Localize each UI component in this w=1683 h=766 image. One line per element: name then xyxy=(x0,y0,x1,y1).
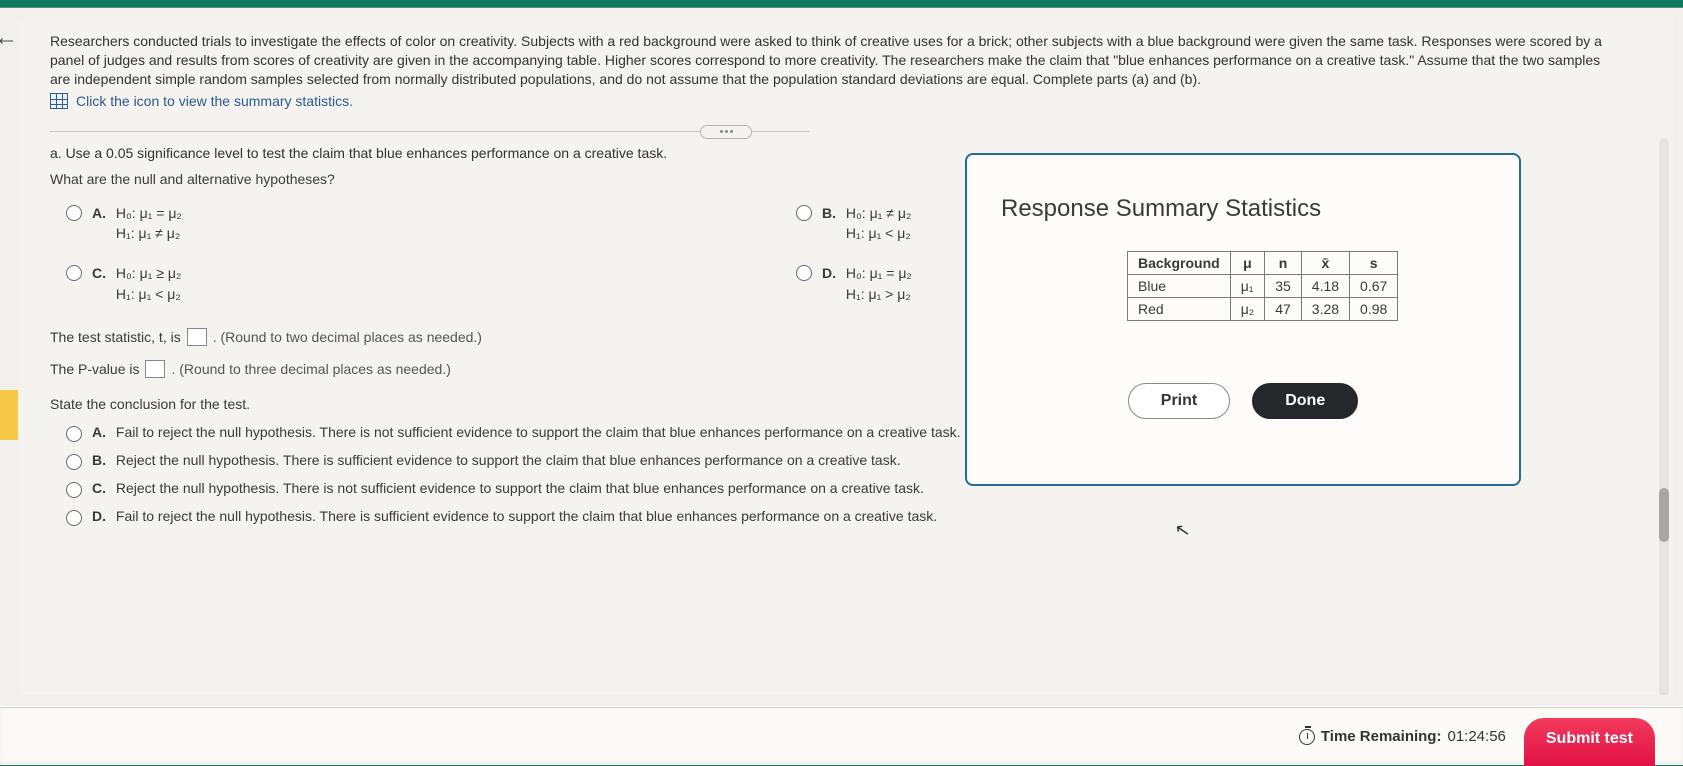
conc-d-text: Fail to reject the null hypothesis. Ther… xyxy=(116,508,937,524)
cell-mu: μ₂ xyxy=(1230,298,1265,321)
option-b-h0: H₀: μ₁ ≠ μ₂ xyxy=(846,205,911,221)
pvalue-input[interactable] xyxy=(145,360,165,378)
option-d-h1: H₁: μ₁ > μ₂ xyxy=(846,286,911,302)
cell-xbar: 3.28 xyxy=(1301,298,1349,321)
option-c-label: C. xyxy=(92,265,106,281)
cell-mu: μ₁ xyxy=(1230,275,1265,298)
radio-b[interactable] xyxy=(796,205,812,221)
scroll-thumb[interactable] xyxy=(1659,488,1669,542)
timer-value: 01:24:56 xyxy=(1447,728,1505,745)
summary-stats-link[interactable]: Click the icon to view the summary stati… xyxy=(50,93,1643,109)
conc-b-label: B. xyxy=(92,452,106,468)
th-s: s xyxy=(1350,252,1398,275)
test-stat-post: . (Round to two decimal places as needed… xyxy=(213,329,482,345)
timer-label: Time Remaining: xyxy=(1321,728,1442,745)
th-background: Background xyxy=(1128,252,1231,275)
option-c-h1: H₁: μ₁ < μ₂ xyxy=(116,286,181,302)
th-n: n xyxy=(1265,252,1302,275)
conc-d-label: D. xyxy=(92,508,106,524)
radio-conc-b[interactable] xyxy=(66,454,82,470)
test-stat-input[interactable] xyxy=(187,328,207,346)
scrollbar[interactable]: ▼ xyxy=(1659,138,1669,695)
radio-d[interactable] xyxy=(796,265,812,281)
conc-c-text: Reject the null hypothesis. There is not… xyxy=(116,480,924,496)
divider xyxy=(50,131,810,132)
th-xbar: x̄ xyxy=(1301,252,1349,275)
radio-c[interactable] xyxy=(66,265,82,281)
stats-table: Background μ n x̄ s Blue μ₁ 35 4.18 0.67… xyxy=(1127,251,1398,321)
cell-s: 0.67 xyxy=(1350,275,1398,298)
summary-stats-popup: Response Summary Statistics Background μ… xyxy=(965,153,1521,486)
stopwatch-icon xyxy=(1299,729,1315,745)
table-row: Blue μ₁ 35 4.18 0.67 xyxy=(1128,275,1398,298)
test-stat-pre: The test statistic, t, is xyxy=(50,329,181,345)
table-icon xyxy=(50,93,68,109)
cell-s: 0.98 xyxy=(1350,298,1398,321)
conc-a-text: Fail to reject the null hypothesis. Ther… xyxy=(116,424,961,440)
submit-test-button[interactable]: Submit test xyxy=(1524,718,1655,766)
pvalue-pre: The P-value is xyxy=(50,361,139,377)
summary-stats-link-text: Click the icon to view the summary stati… xyxy=(76,93,353,109)
print-button[interactable]: Print xyxy=(1128,383,1230,419)
option-a-label: A. xyxy=(92,205,106,221)
conc-c-label: C. xyxy=(92,480,106,496)
cell-n: 47 xyxy=(1265,298,1302,321)
cell-n: 35 xyxy=(1265,275,1302,298)
problem-statement: Researchers conducted trials to investig… xyxy=(50,32,1610,89)
conc-a-label: A. xyxy=(92,424,106,440)
cell-xbar: 4.18 xyxy=(1301,275,1349,298)
done-button[interactable]: Done xyxy=(1252,383,1358,419)
radio-conc-c[interactable] xyxy=(66,482,82,498)
bookmark-tab[interactable] xyxy=(0,390,18,440)
radio-a[interactable] xyxy=(66,205,82,221)
option-a[interactable]: A. H₀: μ₁ = μ₂ A. H₁: μ₁ ≠ μ₂ xyxy=(66,203,566,244)
option-d-label: D. xyxy=(822,265,836,281)
th-mu: μ xyxy=(1230,252,1265,275)
time-remaining: Time Remaining: 01:24:56 xyxy=(1299,728,1506,745)
cell-bg: Red xyxy=(1128,298,1231,321)
conc-b-text: Reject the null hypothesis. There is suf… xyxy=(116,452,901,468)
conclusion-d[interactable]: D. Fail to reject the null hypothesis. T… xyxy=(66,508,1643,526)
option-a-h0: H₀: μ₁ = μ₂ xyxy=(116,205,182,221)
pvalue-post: . (Round to three decimal places as need… xyxy=(171,361,450,377)
radio-conc-d[interactable] xyxy=(66,510,82,526)
option-c-h0: H₀: μ₁ ≥ μ₂ xyxy=(116,265,181,281)
option-b-h1: H₁: μ₁ < μ₂ xyxy=(846,225,911,241)
option-c[interactable]: C. H₀: μ₁ ≥ μ₂ C. H₁: μ₁ < μ₂ xyxy=(66,263,566,304)
cell-bg: Blue xyxy=(1128,275,1231,298)
radio-conc-a[interactable] xyxy=(66,426,82,442)
option-b-label: B. xyxy=(822,205,836,221)
option-d-h0: H₀: μ₁ = μ₂ xyxy=(846,265,912,281)
table-row: Red μ₂ 47 3.28 0.98 xyxy=(1128,298,1398,321)
footer-bar: Time Remaining: 01:24:56 Submit test xyxy=(0,707,1683,765)
back-arrow-icon[interactable]: ← xyxy=(0,24,18,52)
popup-title: Response Summary Statistics xyxy=(1001,195,1489,223)
option-a-h1: H₁: μ₁ ≠ μ₂ xyxy=(116,225,180,241)
expand-toggle[interactable] xyxy=(700,125,752,139)
